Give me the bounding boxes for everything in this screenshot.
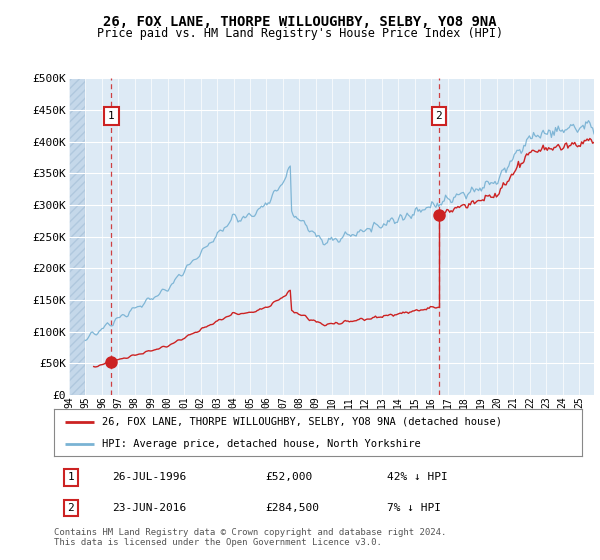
Text: Price paid vs. HM Land Registry's House Price Index (HPI): Price paid vs. HM Land Registry's House … — [97, 27, 503, 40]
Text: 2: 2 — [436, 111, 442, 122]
Text: 26, FOX LANE, THORPE WILLOUGHBY, SELBY, YO8 9NA: 26, FOX LANE, THORPE WILLOUGHBY, SELBY, … — [103, 15, 497, 29]
Text: 1: 1 — [108, 111, 115, 122]
Text: 26-JUL-1996: 26-JUL-1996 — [112, 472, 187, 482]
Text: HPI: Average price, detached house, North Yorkshire: HPI: Average price, detached house, Nort… — [101, 438, 420, 449]
Text: £284,500: £284,500 — [265, 503, 319, 513]
Text: 26, FOX LANE, THORPE WILLOUGHBY, SELBY, YO8 9NA (detached house): 26, FOX LANE, THORPE WILLOUGHBY, SELBY, … — [101, 417, 502, 427]
Text: £52,000: £52,000 — [265, 472, 313, 482]
Bar — [69, 78, 85, 395]
Text: 7% ↓ HPI: 7% ↓ HPI — [386, 503, 440, 513]
Text: 1: 1 — [68, 472, 74, 482]
Text: 2: 2 — [68, 503, 74, 513]
Text: 23-JUN-2016: 23-JUN-2016 — [112, 503, 187, 513]
Text: 42% ↓ HPI: 42% ↓ HPI — [386, 472, 448, 482]
Text: Contains HM Land Registry data © Crown copyright and database right 2024.
This d: Contains HM Land Registry data © Crown c… — [54, 528, 446, 547]
